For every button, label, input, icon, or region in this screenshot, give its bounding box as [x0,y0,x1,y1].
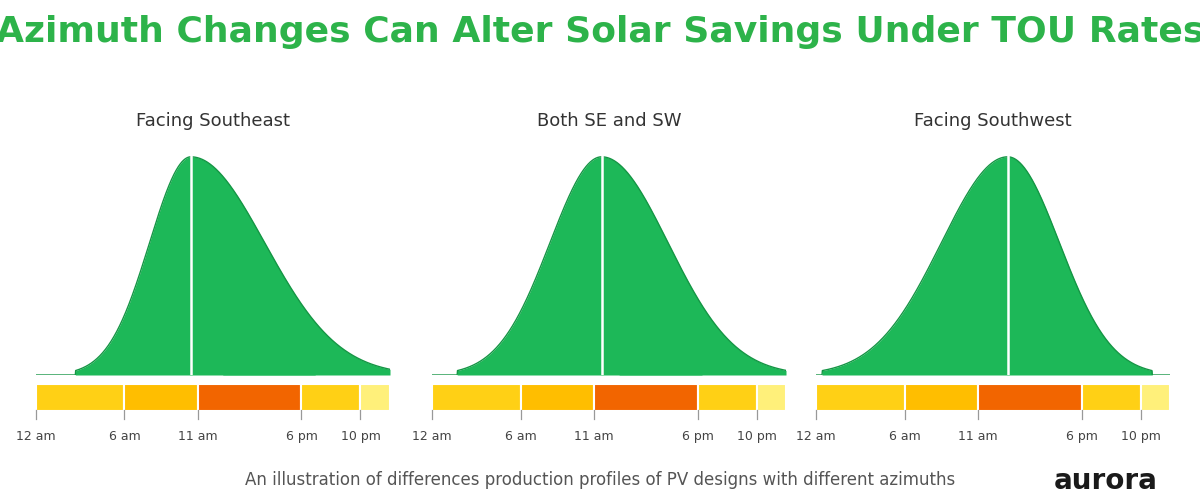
Text: 6 pm: 6 pm [682,430,714,443]
Bar [125,384,198,411]
Text: 12 am: 12 am [796,430,836,443]
Text: 10 pm: 10 pm [1121,430,1160,443]
Text: Facing Southwest: Facing Southwest [914,112,1072,130]
Text: Facing Southeast: Facing Southeast [136,112,290,130]
Text: 6 pm: 6 pm [286,430,318,443]
Bar [36,384,125,411]
Bar [594,384,697,411]
Text: 12 am: 12 am [412,430,452,443]
Text: 6 am: 6 am [889,430,920,443]
Text: Azimuth Changes Can Alter Solar Savings Under TOU Rates: Azimuth Changes Can Alter Solar Savings … [0,15,1200,49]
Bar [360,384,390,411]
Bar [1140,384,1170,411]
Text: 11 am: 11 am [575,430,614,443]
Bar [301,384,360,411]
Text: 11 am: 11 am [179,430,218,443]
Text: 10 pm: 10 pm [737,430,776,443]
Bar [198,384,301,411]
Bar [816,384,905,411]
Bar [1081,384,1140,411]
Text: 6 am: 6 am [505,430,536,443]
Bar [905,384,978,411]
Text: 10 pm: 10 pm [341,430,380,443]
Text: 11 am: 11 am [959,430,998,443]
Bar [521,384,594,411]
Bar [432,384,521,411]
Bar [978,384,1081,411]
Text: 12 am: 12 am [16,430,56,443]
Text: Both SE and SW: Both SE and SW [536,112,682,130]
Text: 6 pm: 6 pm [1066,430,1098,443]
Bar [756,384,786,411]
Text: An illustration of differences production profiles of PV designs with different : An illustration of differences productio… [245,471,955,489]
Bar [697,384,756,411]
Text: aurora: aurora [1054,467,1158,495]
Text: 6 am: 6 am [109,430,140,443]
